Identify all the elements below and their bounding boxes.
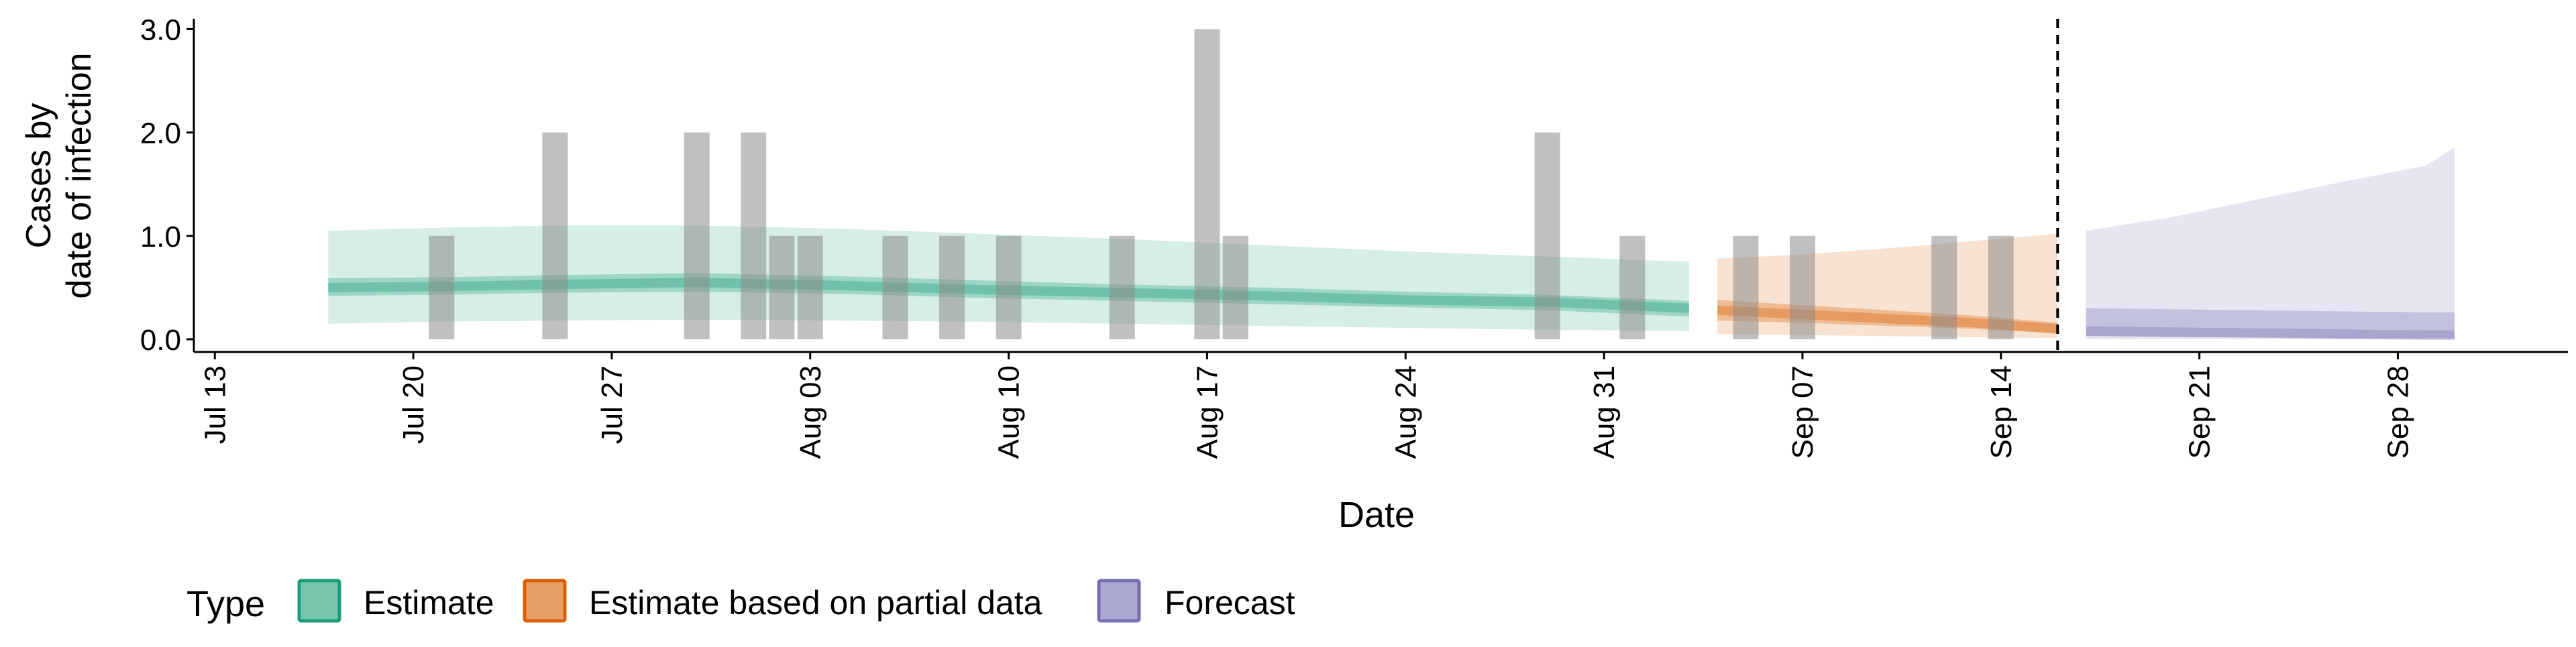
case-bar-2 xyxy=(684,132,710,339)
case-bar-5 xyxy=(797,235,823,339)
ribbons-layer xyxy=(328,147,2455,340)
case-bar-3 xyxy=(741,132,767,339)
median-line-2 xyxy=(2086,326,2455,340)
legend: Type Estimate Estimate based on partial … xyxy=(186,579,1295,624)
legend-title: Type xyxy=(186,584,265,624)
ribbon-90-2 xyxy=(2086,147,2455,339)
case-bar-12 xyxy=(1534,132,1560,339)
x-tick-label: Sep 28 xyxy=(2381,365,2414,459)
y-tick-label: 2.0 xyxy=(140,117,181,150)
y-axis-title-line2: date of infection xyxy=(60,52,99,298)
case-bar-6 xyxy=(882,235,908,339)
case-bar-8 xyxy=(996,235,1022,339)
y-tick-label: 1.0 xyxy=(140,221,181,253)
x-tick-label: Jul 27 xyxy=(596,365,629,444)
case-bar-14 xyxy=(1733,235,1759,339)
case-bar-1 xyxy=(542,132,568,339)
x-tick-label: Jul 20 xyxy=(397,365,430,444)
legend-item-forecast: Forecast xyxy=(1097,579,1295,623)
x-tick-label: Aug 24 xyxy=(1389,365,1422,459)
ribbon-50-2 xyxy=(2086,308,2455,339)
legend-key-forecast xyxy=(1097,579,1141,623)
x-tick-label: Aug 03 xyxy=(794,365,827,459)
y-axis-title-line1: Cases by xyxy=(19,103,58,249)
legend-item-partial: Estimate based on partial data xyxy=(523,579,1042,623)
legend-label-partial: Estimate based on partial data xyxy=(589,584,1042,622)
axes-layer: 0.0 1.0 2.0 3.0 Jul 13 Jul 20 Jul 27 Aug 03 Aug … xyxy=(140,13,2568,459)
x-tick-label: Sep 21 xyxy=(2184,365,2216,459)
case-bar-11 xyxy=(1222,235,1248,339)
median-line-0 xyxy=(328,278,1690,313)
x-tick-label: Aug 17 xyxy=(1191,365,1224,459)
x-tick-label: Jul 13 xyxy=(199,365,231,444)
x-axis-title: Date xyxy=(1338,495,1415,535)
x-tick-label: Sep 14 xyxy=(1985,365,2018,459)
case-bar-10 xyxy=(1194,29,1220,340)
y-tick-label: 0.0 xyxy=(140,324,181,357)
x-tick-label: Aug 10 xyxy=(993,365,1026,459)
case-bar-4 xyxy=(769,235,795,339)
legend-label-estimate: Estimate xyxy=(364,584,494,622)
case-bar-7 xyxy=(939,235,965,339)
case-bar-13 xyxy=(1619,235,1646,339)
legend-label-forecast: Forecast xyxy=(1165,584,1295,622)
legend-key-partial xyxy=(523,579,567,623)
case-bar-0 xyxy=(429,235,455,339)
case-bar-9 xyxy=(1109,235,1135,339)
y-tick-label: 3.0 xyxy=(140,13,181,46)
case-bar-17 xyxy=(1988,235,2014,339)
x-tick-label: Aug 31 xyxy=(1588,365,1621,459)
case-bar-16 xyxy=(1931,235,1957,339)
legend-key-estimate xyxy=(297,579,341,623)
legend-item-estimate: Estimate xyxy=(297,579,494,623)
x-tick-label: Sep 07 xyxy=(1786,365,1819,459)
case-bar-15 xyxy=(1789,235,1815,339)
bars-layer xyxy=(429,29,2014,340)
